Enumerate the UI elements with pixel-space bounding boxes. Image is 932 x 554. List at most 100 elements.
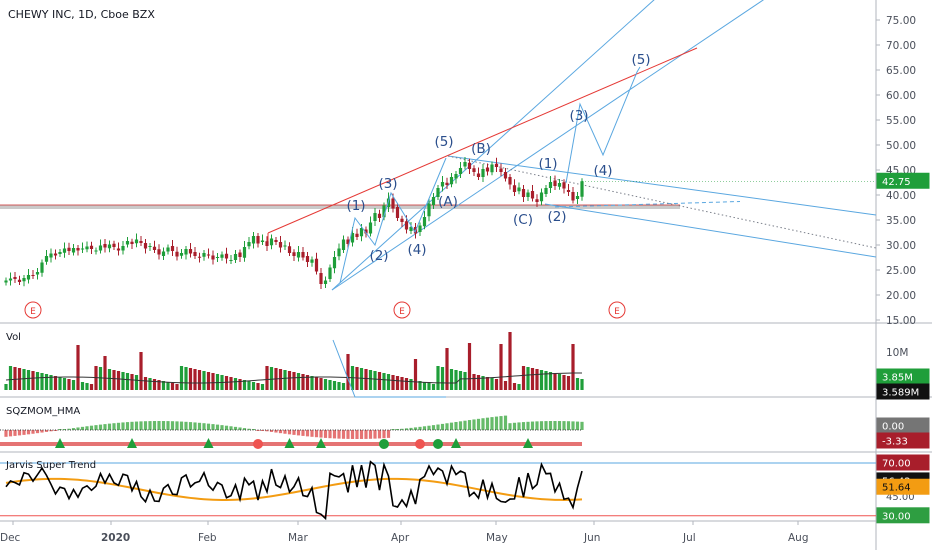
volume-bar-71 [323, 379, 328, 390]
oscillator-lower-badge-bg [876, 507, 930, 524]
candle-body-92 [418, 225, 422, 232]
volume-bar-80 [364, 369, 368, 390]
momentum-bar-50 [229, 426, 233, 430]
momentum-bar-10 [49, 430, 53, 432]
volume-bar-64 [292, 372, 296, 390]
wave-label-0: (1) [346, 198, 365, 214]
candle-body-54 [247, 242, 251, 247]
candle-body-14 [67, 247, 71, 251]
momentum-bar-65 [296, 430, 301, 436]
momentum-bar-63 [287, 430, 292, 435]
candle-body-118 [535, 199, 539, 202]
momentum-up-signal-0 [55, 438, 65, 448]
price-tick-label-7: 40.00 [886, 190, 916, 202]
volume-bar-110 [499, 344, 503, 390]
volume-bar-46 [211, 373, 215, 390]
earnings-marker-0 [24, 301, 42, 319]
candle-body-72 [328, 267, 332, 279]
candle-body-123 [557, 183, 562, 187]
candle-body-90 [409, 227, 413, 231]
candle-body-76 [346, 239, 350, 244]
candle-body-28 [130, 241, 134, 244]
time-tick-label-7: Jul [682, 532, 696, 544]
candle-body-40 [184, 249, 188, 255]
candle-body-12 [58, 252, 62, 254]
volume-bar-88 [400, 377, 404, 390]
wave-label-8: (1) [538, 156, 557, 172]
volume-bar-65 [296, 373, 301, 390]
candle-body-81 [368, 222, 373, 234]
candle-body-49 [224, 253, 229, 259]
volume-bar-99 [449, 369, 454, 390]
momentum-bar-123 [557, 421, 562, 430]
candle-body-48 [220, 254, 224, 258]
momentum-bar-106 [481, 418, 485, 430]
momentum-bar-88 [400, 428, 404, 430]
candle-body-79 [359, 228, 364, 237]
volume-bar-12 [58, 377, 62, 390]
momentum-dot-signal-2 [415, 439, 425, 449]
momentum-bar-73 [332, 430, 337, 439]
momentum-bar-64 [292, 430, 296, 435]
candle-body-68 [310, 259, 314, 263]
candle-body-125 [566, 190, 571, 192]
momentum-bar-46 [211, 424, 215, 430]
candle-body-18 [85, 246, 89, 250]
volume-bar-100 [454, 370, 458, 390]
volume-bar-86 [391, 375, 395, 390]
time-tick-label-8: Aug [788, 532, 809, 544]
momentum-bar-41 [188, 422, 193, 430]
volume-bar-68 [310, 376, 314, 390]
candle-body-124 [562, 182, 566, 189]
candle-body-41 [188, 249, 193, 254]
volume-bar-14 [67, 379, 71, 390]
candle-body-34 [157, 249, 161, 255]
time-tick-label-2: Feb [198, 532, 217, 544]
momentum-bar-116 [526, 421, 530, 430]
momentum-bar-104 [472, 419, 476, 430]
volume-bar-8 [40, 373, 44, 390]
volume-bar-22 [103, 356, 107, 390]
volume-bar-113 [512, 383, 517, 390]
volume-bar-116 [526, 367, 530, 390]
volume-bar-122 [553, 373, 557, 390]
momentum-bar-52 [238, 427, 242, 430]
momentum-bar-128 [580, 421, 584, 430]
momentum-bar-26 [121, 422, 125, 430]
momentum-zero-badge: 0.00 [882, 422, 904, 433]
candle-body-47 [215, 257, 220, 258]
candle-body-27 [125, 241, 130, 245]
momentum-dot-signal-1 [379, 439, 389, 449]
momentum-bar-124 [562, 421, 566, 430]
volume-bar-74 [337, 382, 341, 390]
volume-bar-69 [314, 377, 319, 390]
momentum-bar-47 [215, 424, 220, 430]
momentum-bar-40 [184, 421, 188, 430]
volume-bar-114 [517, 384, 521, 390]
candle-body-119 [539, 192, 544, 202]
volume-bar-41 [188, 368, 193, 390]
wave-label-11: (4) [593, 163, 612, 179]
volume-bar-1 [8, 366, 13, 390]
candle-body-13 [62, 248, 67, 253]
momentum-bar-108 [490, 417, 494, 430]
candle-body-1 [8, 278, 13, 281]
momentum-value-badge-bg [876, 432, 930, 449]
price-tick-label-11: 20.00 [886, 290, 916, 302]
volume-bar-33 [152, 379, 157, 390]
momentum-bar-114 [517, 422, 521, 430]
candle-body-5 [26, 275, 31, 280]
volume-last-badge: 3.85M [882, 373, 913, 384]
momentum-bar-29 [134, 421, 139, 430]
volume-bar-40 [184, 367, 188, 390]
momentum-up-signal-1 [127, 438, 137, 448]
candle-body-58 [265, 241, 269, 246]
momentum-bar-45 [206, 423, 211, 430]
volume-ma-line [5, 372, 583, 384]
momentum-bar-17 [80, 426, 85, 430]
volume-bar-34 [157, 380, 161, 390]
volume-bar-118 [535, 369, 539, 390]
price-tick-label-0: 75.00 [886, 15, 916, 27]
momentum-bar-82 [373, 430, 377, 439]
volume-bar-95 [431, 384, 436, 390]
